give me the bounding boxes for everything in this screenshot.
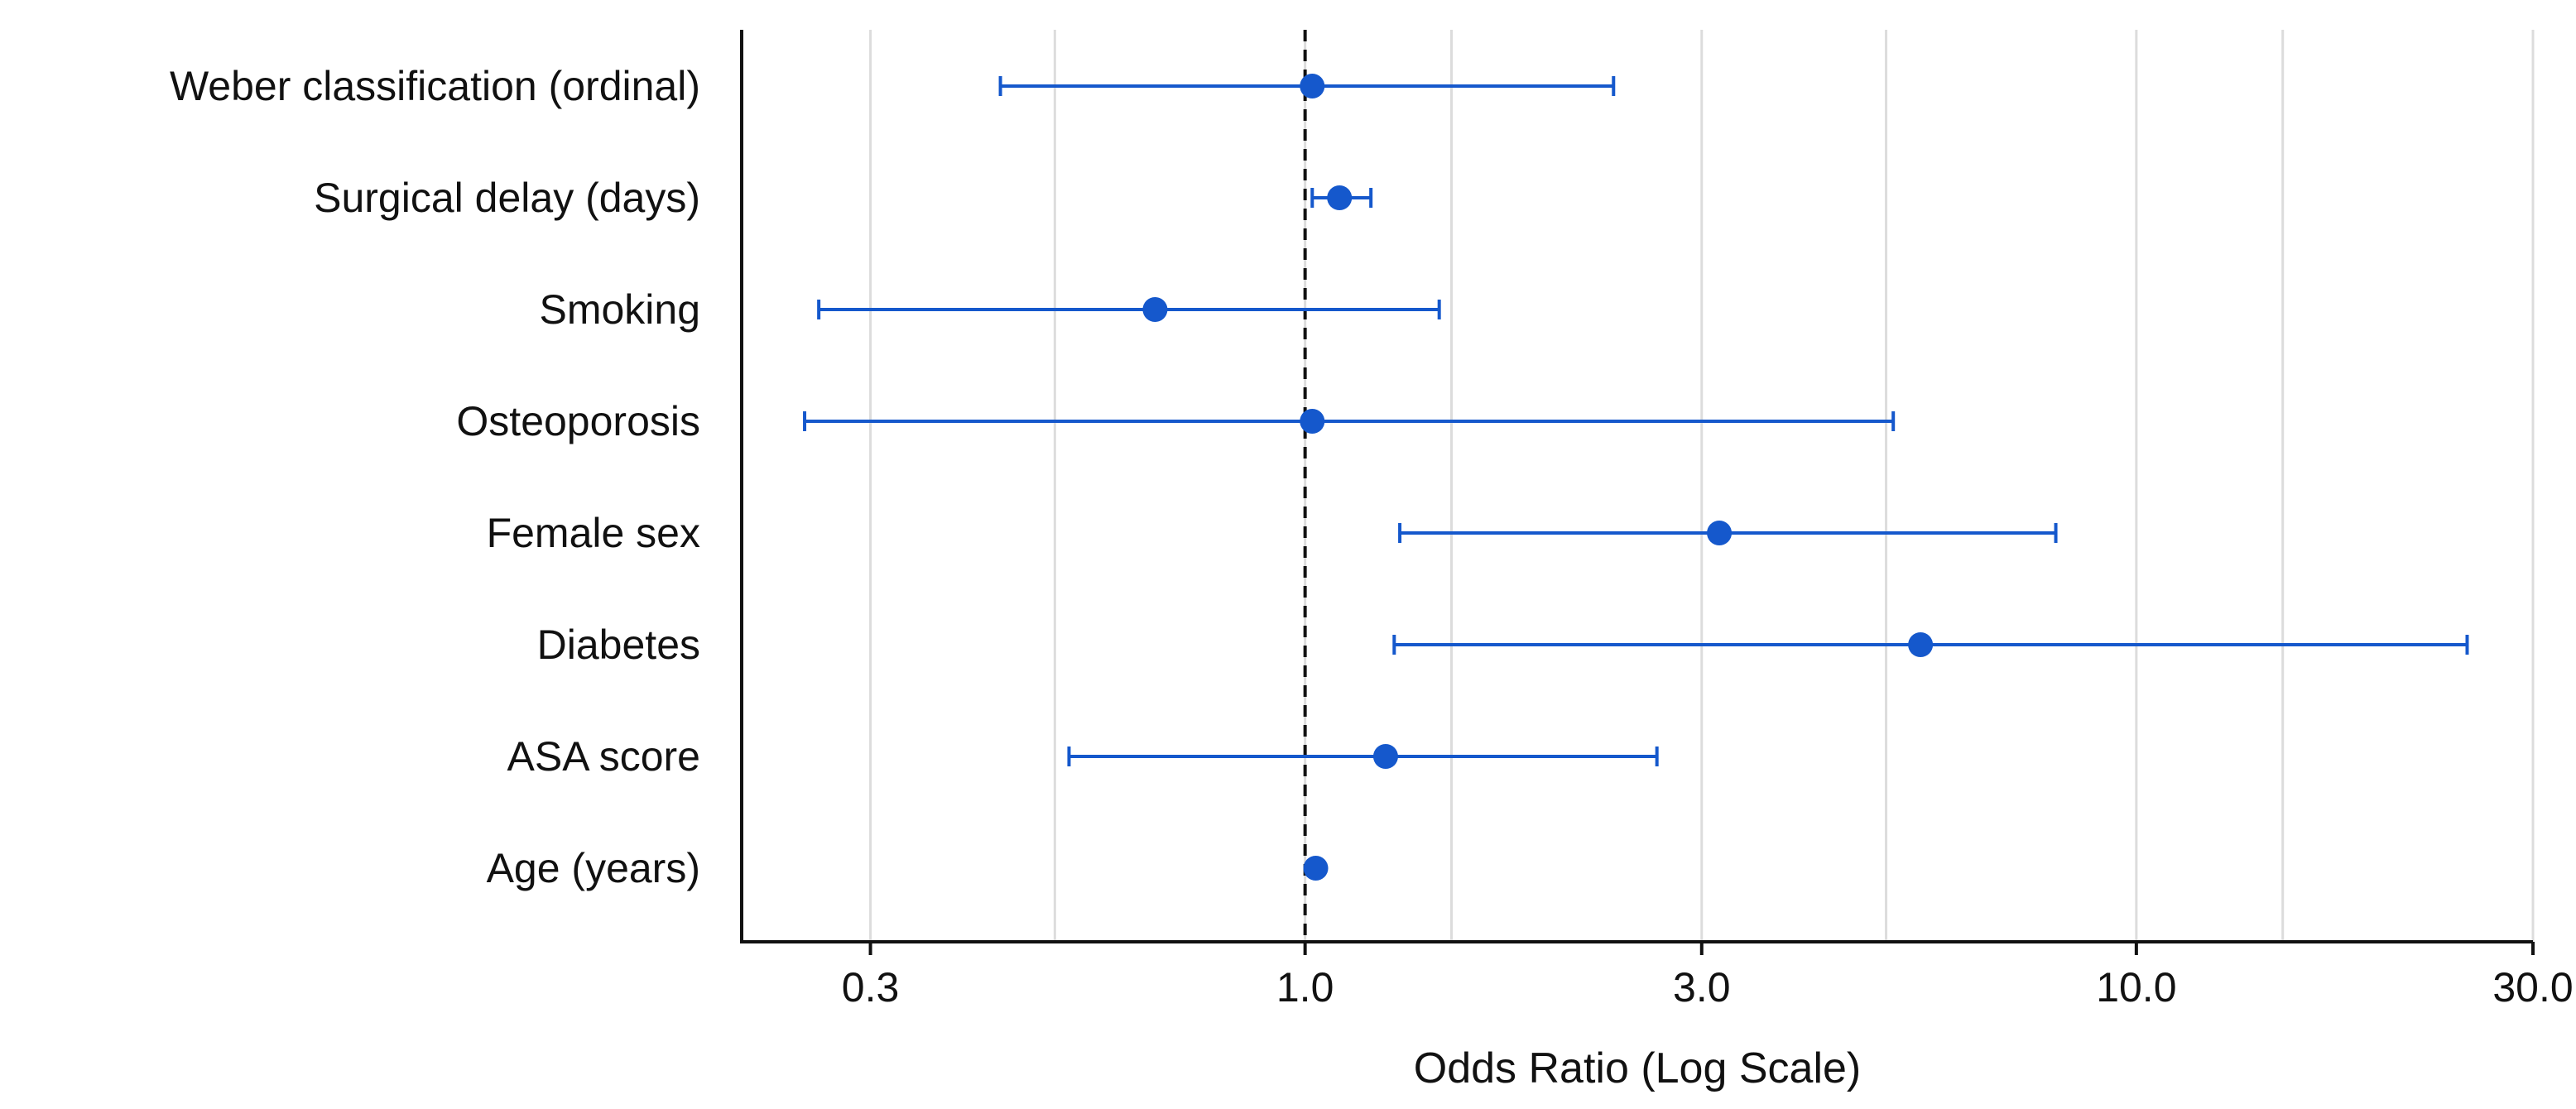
category-label: Osteoporosis bbox=[456, 398, 700, 444]
point-estimate bbox=[1908, 632, 1934, 657]
point-estimate bbox=[1300, 409, 1325, 434]
category-label: ASA score bbox=[507, 733, 700, 780]
gridlines bbox=[869, 30, 2535, 942]
category-label: Diabetes bbox=[537, 622, 700, 668]
point-estimate bbox=[1142, 297, 1168, 322]
point-estimate bbox=[1707, 521, 1733, 545]
category-label: Weber classification (ordinal) bbox=[170, 63, 700, 109]
category-labels: Weber classification (ordinal) Surgical d… bbox=[170, 63, 700, 891]
x-tick-label: 10.0 bbox=[2096, 964, 2176, 1011]
x-axis-ticks: 0.3 1.0 3.0 10.0 30.0 bbox=[842, 942, 2574, 1011]
category-label: Smoking bbox=[539, 286, 700, 333]
x-tick-label: 30.0 bbox=[2492, 964, 2573, 1011]
category-label: Age (years) bbox=[487, 845, 700, 891]
x-tick-label: 3.0 bbox=[1673, 964, 1731, 1011]
data-marks bbox=[803, 74, 2469, 881]
point-estimate bbox=[1303, 856, 1329, 881]
x-tick-label: 1.0 bbox=[1276, 964, 1334, 1011]
point-estimate bbox=[1372, 744, 1398, 769]
x-axis-title: Odds Ratio (Log Scale) bbox=[1414, 1044, 1862, 1092]
axes bbox=[740, 30, 2533, 943]
point-estimate bbox=[1327, 185, 1353, 210]
category-label: Surgical delay (days) bbox=[314, 175, 700, 221]
x-tick-label: 0.3 bbox=[842, 964, 900, 1011]
category-label: Female sex bbox=[487, 510, 700, 556]
point-estimate bbox=[1300, 74, 1325, 98]
